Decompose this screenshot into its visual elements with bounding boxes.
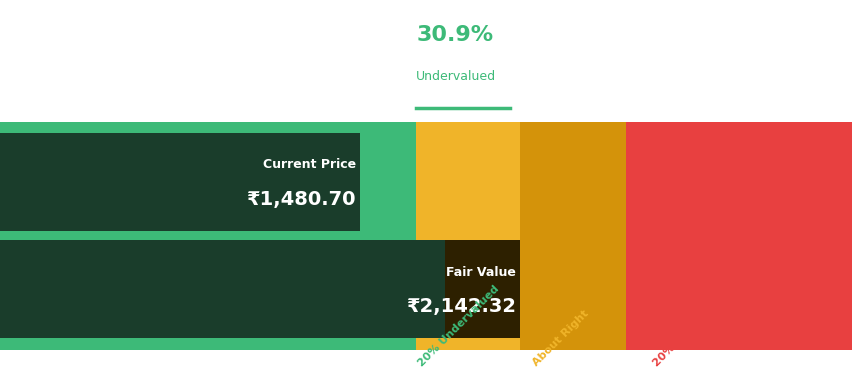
Bar	[520, 122, 625, 350]
Text: About Right: About Right	[530, 309, 590, 368]
Bar	[416, 122, 520, 350]
Text: 20% Undervalued: 20% Undervalued	[416, 283, 500, 368]
Text: 30.9%: 30.9%	[416, 25, 492, 45]
Text: 20% Overvalued: 20% Overvalued	[651, 289, 730, 368]
Text: ₹1,480.70: ₹1,480.70	[246, 190, 355, 209]
Bar	[0, 133, 360, 231]
Text: Fair Value: Fair Value	[446, 266, 515, 279]
Bar	[445, 240, 520, 338]
Bar	[625, 122, 852, 350]
Bar	[0, 122, 416, 350]
Text: Undervalued: Undervalued	[416, 70, 496, 83]
Text: ₹2,142.32: ₹2,142.32	[406, 297, 515, 316]
Bar	[0, 240, 520, 338]
Text: Current Price: Current Price	[262, 158, 355, 171]
